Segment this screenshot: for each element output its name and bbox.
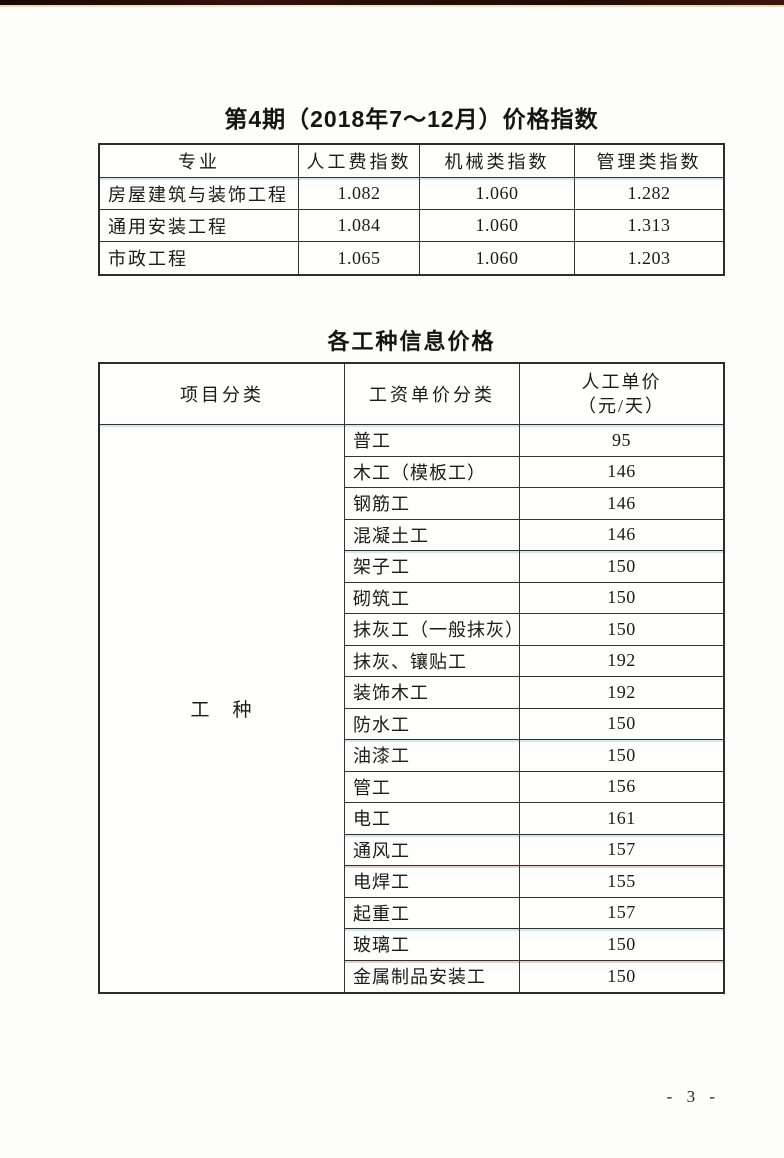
scan-edge-highlight [0,5,784,7]
trade-name: 抹灰、镶贴工 [345,645,520,677]
t1-cell-machinery: 1.060 [420,178,575,210]
trade-name: 砌筑工 [345,582,520,614]
trade-name: 管工 [345,771,520,803]
trade-name: 起重工 [345,897,520,929]
t2-header-unit-price-line1: 人工单价 [581,372,662,392]
t1-cell-management: 1.282 [575,178,723,210]
price-index-title: 第4期（2018年7～12月）价格指数 [224,106,599,132]
t1-cell-labor: 1.065 [299,242,420,274]
trade-name: 电焊工 [345,866,520,898]
t1-cell-management: 1.313 [575,210,723,242]
t1-cell-labor: 1.084 [299,210,420,242]
t2-header-category: 项目分类 [100,364,345,425]
trade-price: 150 [520,614,723,646]
trade-name: 装饰木工 [345,677,520,709]
trade-price: 161 [520,803,723,835]
trade-prices-table: 项目分类 工资单价分类 人工单价 （元/天） 工 种 普工 95 木工（模板工）… [98,362,725,994]
trade-price: 146 [520,488,723,520]
trade-price: 150 [520,929,723,961]
trade-name: 金属制品安装工 [345,960,520,992]
trade-price: 150 [607,965,636,986]
scan-edge-strip [0,0,784,5]
t1-header-specialty: 专业 [100,145,299,178]
price-index-table: 专业 人工费指数 机械类指数 管理类指数 房屋建筑与装饰工程 1.082 1.0… [98,143,725,276]
trade-price: 155 [520,866,723,898]
t2-header-wage-class: 工资单价分类 [345,364,520,425]
t1-row-label: 房屋建筑与装饰工程 [100,178,299,210]
trade-price: 192 [520,646,723,677]
t2-header-unit-price: 人工单价 （元/天） [520,364,723,425]
trade-price: 157 [520,835,723,866]
trade-price: 146 [520,457,723,488]
page-number: - 3 - [666,1087,720,1106]
trade-price: 157 [520,898,723,929]
trade-name: 油漆工 [345,740,520,772]
t1-cell-machinery: 1.060 [420,242,575,274]
category-merged-cell: 工 种 [100,425,345,992]
t1-header-machinery: 机械类指数 [420,145,575,178]
trade-price: 95 [520,425,723,457]
trade-name: 普工 [345,425,520,457]
trade-name: 抹灰工（一般抹灰） [345,614,523,646]
trade-name: 木工（模板工） [345,456,520,488]
trade-name: 混凝土工 [345,519,520,551]
trade-name: 防水工 [345,708,520,740]
t1-cell-management: 1.203 [627,247,671,268]
t1-cell-labor: 1.082 [299,178,420,210]
trade-prices-title: 各工种信息价格 [327,329,496,354]
trade-price: 150 [520,583,723,614]
trade-price: 192 [520,677,723,709]
t1-header-labor: 人工费指数 [299,145,420,178]
trade-name: 玻璃工 [345,929,520,961]
trade-name: 通风工 [345,834,520,866]
trade-name: 架子工 [345,551,520,583]
t1-row-label: 市政工程 [100,242,299,274]
trade-price: 150 [520,551,723,583]
t1-row-label: 通用安装工程 [100,210,299,242]
t1-cell-machinery: 1.060 [420,210,575,242]
t1-header-management: 管理类指数 [575,145,723,178]
t2-header-unit-price-line2: （元/天） [577,396,665,416]
trade-price: 156 [520,772,723,803]
trade-price: 150 [520,740,723,772]
trade-name: 电工 [345,803,520,835]
trade-price: 146 [520,520,723,551]
trade-name: 钢筋工 [345,488,520,520]
trade-price: 150 [520,709,723,740]
